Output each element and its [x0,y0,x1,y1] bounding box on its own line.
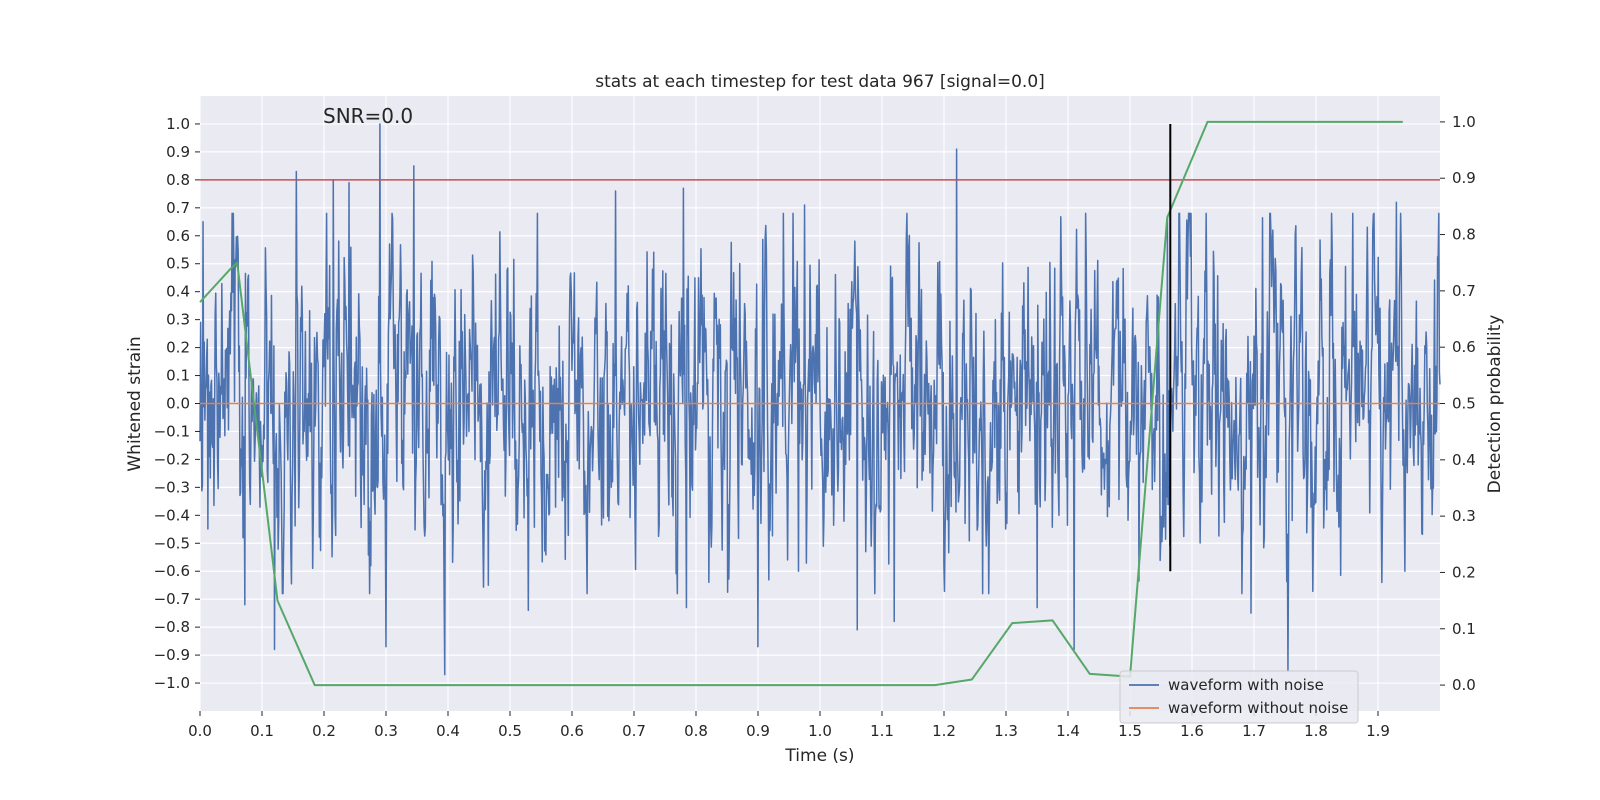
y2-tick-label: 0.5 [1452,395,1476,413]
chart-title: stats at each timestep for test data 967… [595,72,1045,92]
y2-axis-label: Detection probability [1485,315,1505,494]
x-tick-label: 0.5 [498,722,522,740]
x-tick-label: 0.4 [436,722,460,740]
y2-tick-label: 0.3 [1452,507,1476,525]
x-tick-label: 1.4 [1056,722,1080,740]
y2-tick-label: 0.4 [1452,451,1476,469]
x-tick-label: 1.3 [994,722,1018,740]
x-tick-label: 1.1 [870,722,894,740]
y-tick-label: −0.4 [154,506,190,524]
series-layer [199,120,1441,687]
y-tick-label: 1.0 [166,115,190,133]
snr-annotation: SNR=0.0 [323,104,413,128]
legend-label-noise: waveform with noise [1168,676,1324,694]
x-tick-label: 0.7 [622,722,646,740]
legend-label-clean: waveform without noise [1168,699,1348,717]
y-tick-label: 0.1 [166,367,190,385]
y-tick-label: 0.5 [166,255,190,273]
y2-tick-label: 0.7 [1452,282,1476,300]
y-tick-label: −0.6 [154,562,190,580]
x-tick-label: 0.0 [188,722,212,740]
y-tick-label: 0.3 [166,311,190,329]
y-tick-label: −0.2 [154,450,190,468]
legend: waveform with noise waveform without noi… [1119,670,1359,724]
x-axis-label: Time (s) [784,746,854,766]
y-tick-labels: 1.0 0.9 0.8 0.7 0.6 0.5 0.4 0.3 0.2 0.1 0.0 −0.1 −0.… [154,115,200,692]
x-tick-label: 1.9 [1366,722,1390,740]
y-tick-label: −0.7 [154,590,190,608]
y2-tick-label: 0.1 [1452,620,1476,638]
y-tick-label: 0.7 [166,199,190,217]
noise-waveform-line [199,123,1441,676]
y-tick-label: −0.1 [154,422,190,440]
x-tick-label: 0.1 [250,722,274,740]
y-tick-label: 0.8 [166,171,190,189]
x-tick-labels: 0.0 0.1 0.2 0.3 0.4 0.5 0.6 0.7 0.8 0.9 1.0 1.1 1.2 1… [188,711,1390,740]
y-tick-label: −0.8 [154,618,190,636]
legend-box [1119,670,1359,724]
y-tick-label: 0.4 [166,283,190,301]
y-tick-label: 0.0 [166,395,190,413]
x-tick-label: 1.8 [1304,722,1328,740]
y2-tick-labels: 1.0 0.9 0.8 0.7 0.6 0.5 0.4 0.3 0.2 0.1 0.0 [1440,113,1476,694]
x-tick-label: 1.7 [1242,722,1266,740]
x-tick-label: 0.9 [746,722,770,740]
y-tick-label: −0.3 [154,478,190,496]
y-tick-label: −0.9 [154,646,190,664]
y2-tick-label: 0.6 [1452,338,1476,356]
y-tick-label: 0.2 [166,339,190,357]
y-tick-label: 0.6 [166,227,190,245]
y2-tick-label: 0.0 [1452,676,1476,694]
y2-tick-label: 0.8 [1452,226,1476,244]
y-tick-label: −1.0 [154,674,190,692]
x-tick-label: 0.8 [684,722,708,740]
y-tick-label: 0.9 [166,143,190,161]
y2-tick-label: 1.0 [1452,113,1476,131]
y2-tick-label: 0.2 [1452,563,1476,581]
x-tick-label: 1.0 [808,722,832,740]
y-axis-label: Whitened strain [125,336,145,471]
x-tick-label: 0.6 [560,722,584,740]
detection-probability-line [199,120,1403,687]
y-tick-label: −0.5 [154,534,190,552]
x-tick-label: 1.5 [1118,722,1142,740]
y2-tick-label: 0.9 [1452,169,1476,187]
x-tick-label: 1.2 [932,722,956,740]
x-tick-label: 0.3 [374,722,398,740]
x-tick-label: 1.6 [1180,722,1204,740]
x-tick-label: 0.2 [312,722,336,740]
